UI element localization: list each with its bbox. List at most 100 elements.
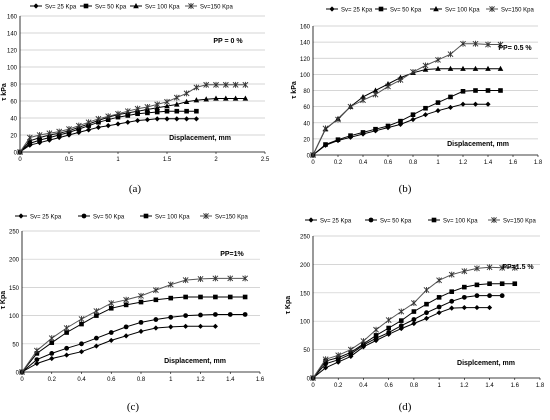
- diamond-marker: [411, 320, 417, 327]
- diamond-marker: [485, 101, 491, 107]
- diamond-marker: [422, 112, 429, 118]
- x-tick-label: 0.6: [384, 383, 393, 389]
- square-marker: [423, 105, 428, 111]
- x-tick-label: 1: [169, 377, 173, 383]
- star-marker: [310, 375, 316, 381]
- y-tick-label: 250: [9, 230, 20, 236]
- series-line: [19, 98, 246, 153]
- series-sv-150-kpa: [17, 81, 249, 155]
- diamond-marker: [461, 304, 467, 311]
- star-marker: [152, 287, 159, 294]
- diamond-marker: [33, 3, 39, 9]
- diamond-marker: [423, 315, 430, 321]
- series-sv-150-kpa: [19, 275, 249, 375]
- circle-marker: [242, 312, 248, 317]
- triangle-marker: [422, 66, 429, 72]
- star-marker: [123, 296, 130, 303]
- circle-marker: [499, 293, 505, 299]
- triangle-marker: [232, 95, 239, 101]
- square-marker: [449, 289, 455, 294]
- diamond-marker: [435, 108, 441, 114]
- y-tick-label: 20: [10, 134, 17, 140]
- star-marker: [460, 40, 466, 47]
- star-marker: [335, 116, 341, 123]
- chart-panel-d: 0 50 100 150 200 250 0 0.2 0.4 0.6 0.8 1 1.2 1.4 1.6 1.…: [285, 217, 545, 413]
- y-tick-label: 100: [300, 73, 311, 79]
- diamond-marker: [323, 365, 329, 371]
- star-marker: [322, 356, 329, 363]
- x-tick-label: 1.6: [509, 160, 518, 166]
- diamond-marker: [410, 116, 416, 123]
- circle-marker: [123, 324, 129, 330]
- star-marker: [164, 98, 170, 105]
- square-marker: [373, 333, 379, 338]
- y-tick-label: 60: [10, 100, 17, 106]
- star-marker: [410, 68, 416, 75]
- star-marker: [203, 213, 209, 219]
- circle-marker: [198, 312, 203, 318]
- star-marker: [222, 81, 229, 88]
- diamond-marker: [108, 337, 114, 344]
- square-marker: [227, 294, 233, 300]
- y-tick-label: 100: [300, 320, 311, 326]
- star-marker: [511, 264, 518, 271]
- panel-caption: (b): [399, 183, 412, 195]
- series-sv-100-kpa: [17, 95, 249, 155]
- star-marker: [360, 97, 366, 104]
- star-marker: [203, 81, 210, 88]
- series-sv-25-kpa: [310, 304, 493, 381]
- star-marker: [75, 122, 82, 129]
- diamond-marker: [183, 323, 189, 329]
- series-line: [19, 84, 246, 153]
- star-marker: [213, 81, 219, 88]
- square-marker: [154, 109, 160, 115]
- circle-marker: [153, 317, 159, 322]
- panel-caption: (a): [129, 183, 142, 195]
- x-tick-label: 0: [18, 157, 22, 163]
- legend-label: Sv= 100 Kpa: [155, 215, 190, 221]
- square-marker: [135, 111, 140, 117]
- triangle-marker: [203, 96, 209, 102]
- star-marker: [17, 149, 23, 155]
- star-marker: [491, 217, 497, 223]
- square-marker: [435, 100, 441, 105]
- series-line: [21, 296, 246, 373]
- legend: Sv= 25 Kpa Sv= 50 Kpa Sv= 100 Kpa Sv=150 Kp…: [305, 217, 537, 225]
- square-marker: [373, 126, 378, 132]
- x-tick-label: 0.2: [334, 160, 343, 166]
- square-marker: [386, 325, 391, 331]
- x-tick-label: 2.5: [261, 157, 270, 163]
- square-marker: [360, 130, 366, 135]
- star-marker: [93, 308, 100, 315]
- square-marker: [164, 108, 170, 114]
- y-tick-label: 60: [303, 105, 310, 111]
- triangle-marker: [447, 65, 454, 71]
- square-marker: [448, 94, 453, 100]
- series-line: [21, 325, 216, 373]
- square-marker: [153, 297, 159, 303]
- square-marker: [348, 133, 353, 138]
- star-marker: [78, 315, 85, 322]
- series-line: [312, 307, 490, 379]
- diamond-marker: [95, 124, 101, 130]
- y-tick-label: 250: [300, 235, 311, 241]
- diamond-marker: [153, 325, 159, 331]
- square-marker: [125, 113, 131, 118]
- square-marker: [398, 118, 403, 124]
- series-line: [312, 90, 501, 156]
- circle-marker: [93, 335, 99, 341]
- legend: Sv= 25 Kpa Sv= 50 Kpa Sv= 100 Kpa Sv=150 Kp…: [326, 6, 535, 14]
- diamond-marker: [168, 324, 174, 330]
- square-marker: [64, 330, 69, 335]
- star-marker: [193, 84, 200, 91]
- diamond-marker: [144, 117, 150, 123]
- diamond-marker: [154, 116, 160, 122]
- y-tick-label: 50: [12, 342, 19, 348]
- star-marker: [115, 110, 121, 117]
- square-marker: [79, 321, 84, 327]
- square-marker: [474, 282, 480, 288]
- square-marker: [198, 294, 203, 300]
- star-marker: [486, 264, 493, 271]
- x-tick-label: 0.4: [77, 377, 86, 383]
